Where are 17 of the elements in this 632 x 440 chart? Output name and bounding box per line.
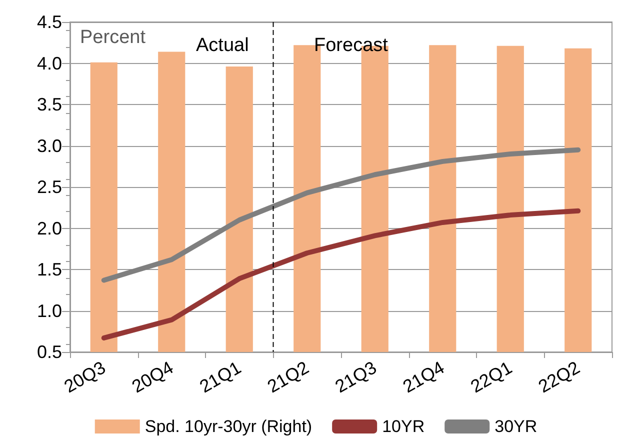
y-tick-label: 4.0 [36, 53, 62, 74]
y-tick-label: 3.5 [36, 94, 62, 114]
legend-label: 10YR [382, 417, 425, 436]
y-tick-label: 4.5 [36, 12, 62, 32]
y-tick-label: 0.5 [36, 342, 62, 362]
annotation: Actual [196, 35, 249, 56]
y-tick-label: 2.5 [36, 177, 62, 197]
legend-label: Spd. 10yr-30yr (Right) [144, 417, 312, 436]
y-tick-label: 1.5 [36, 260, 62, 280]
y-tick-label: 2.0 [36, 218, 62, 238]
annotation: Forecast [314, 35, 389, 56]
legend-label: 30YR [494, 417, 538, 436]
annotation: Percent [80, 27, 146, 48]
x-tick-label: 22Q1 [467, 357, 516, 397]
y-tick-label: 1.0 [36, 300, 62, 321]
y-tick-label: 3.0 [36, 136, 62, 156]
x-tick-label: 21Q1 [196, 357, 244, 397]
